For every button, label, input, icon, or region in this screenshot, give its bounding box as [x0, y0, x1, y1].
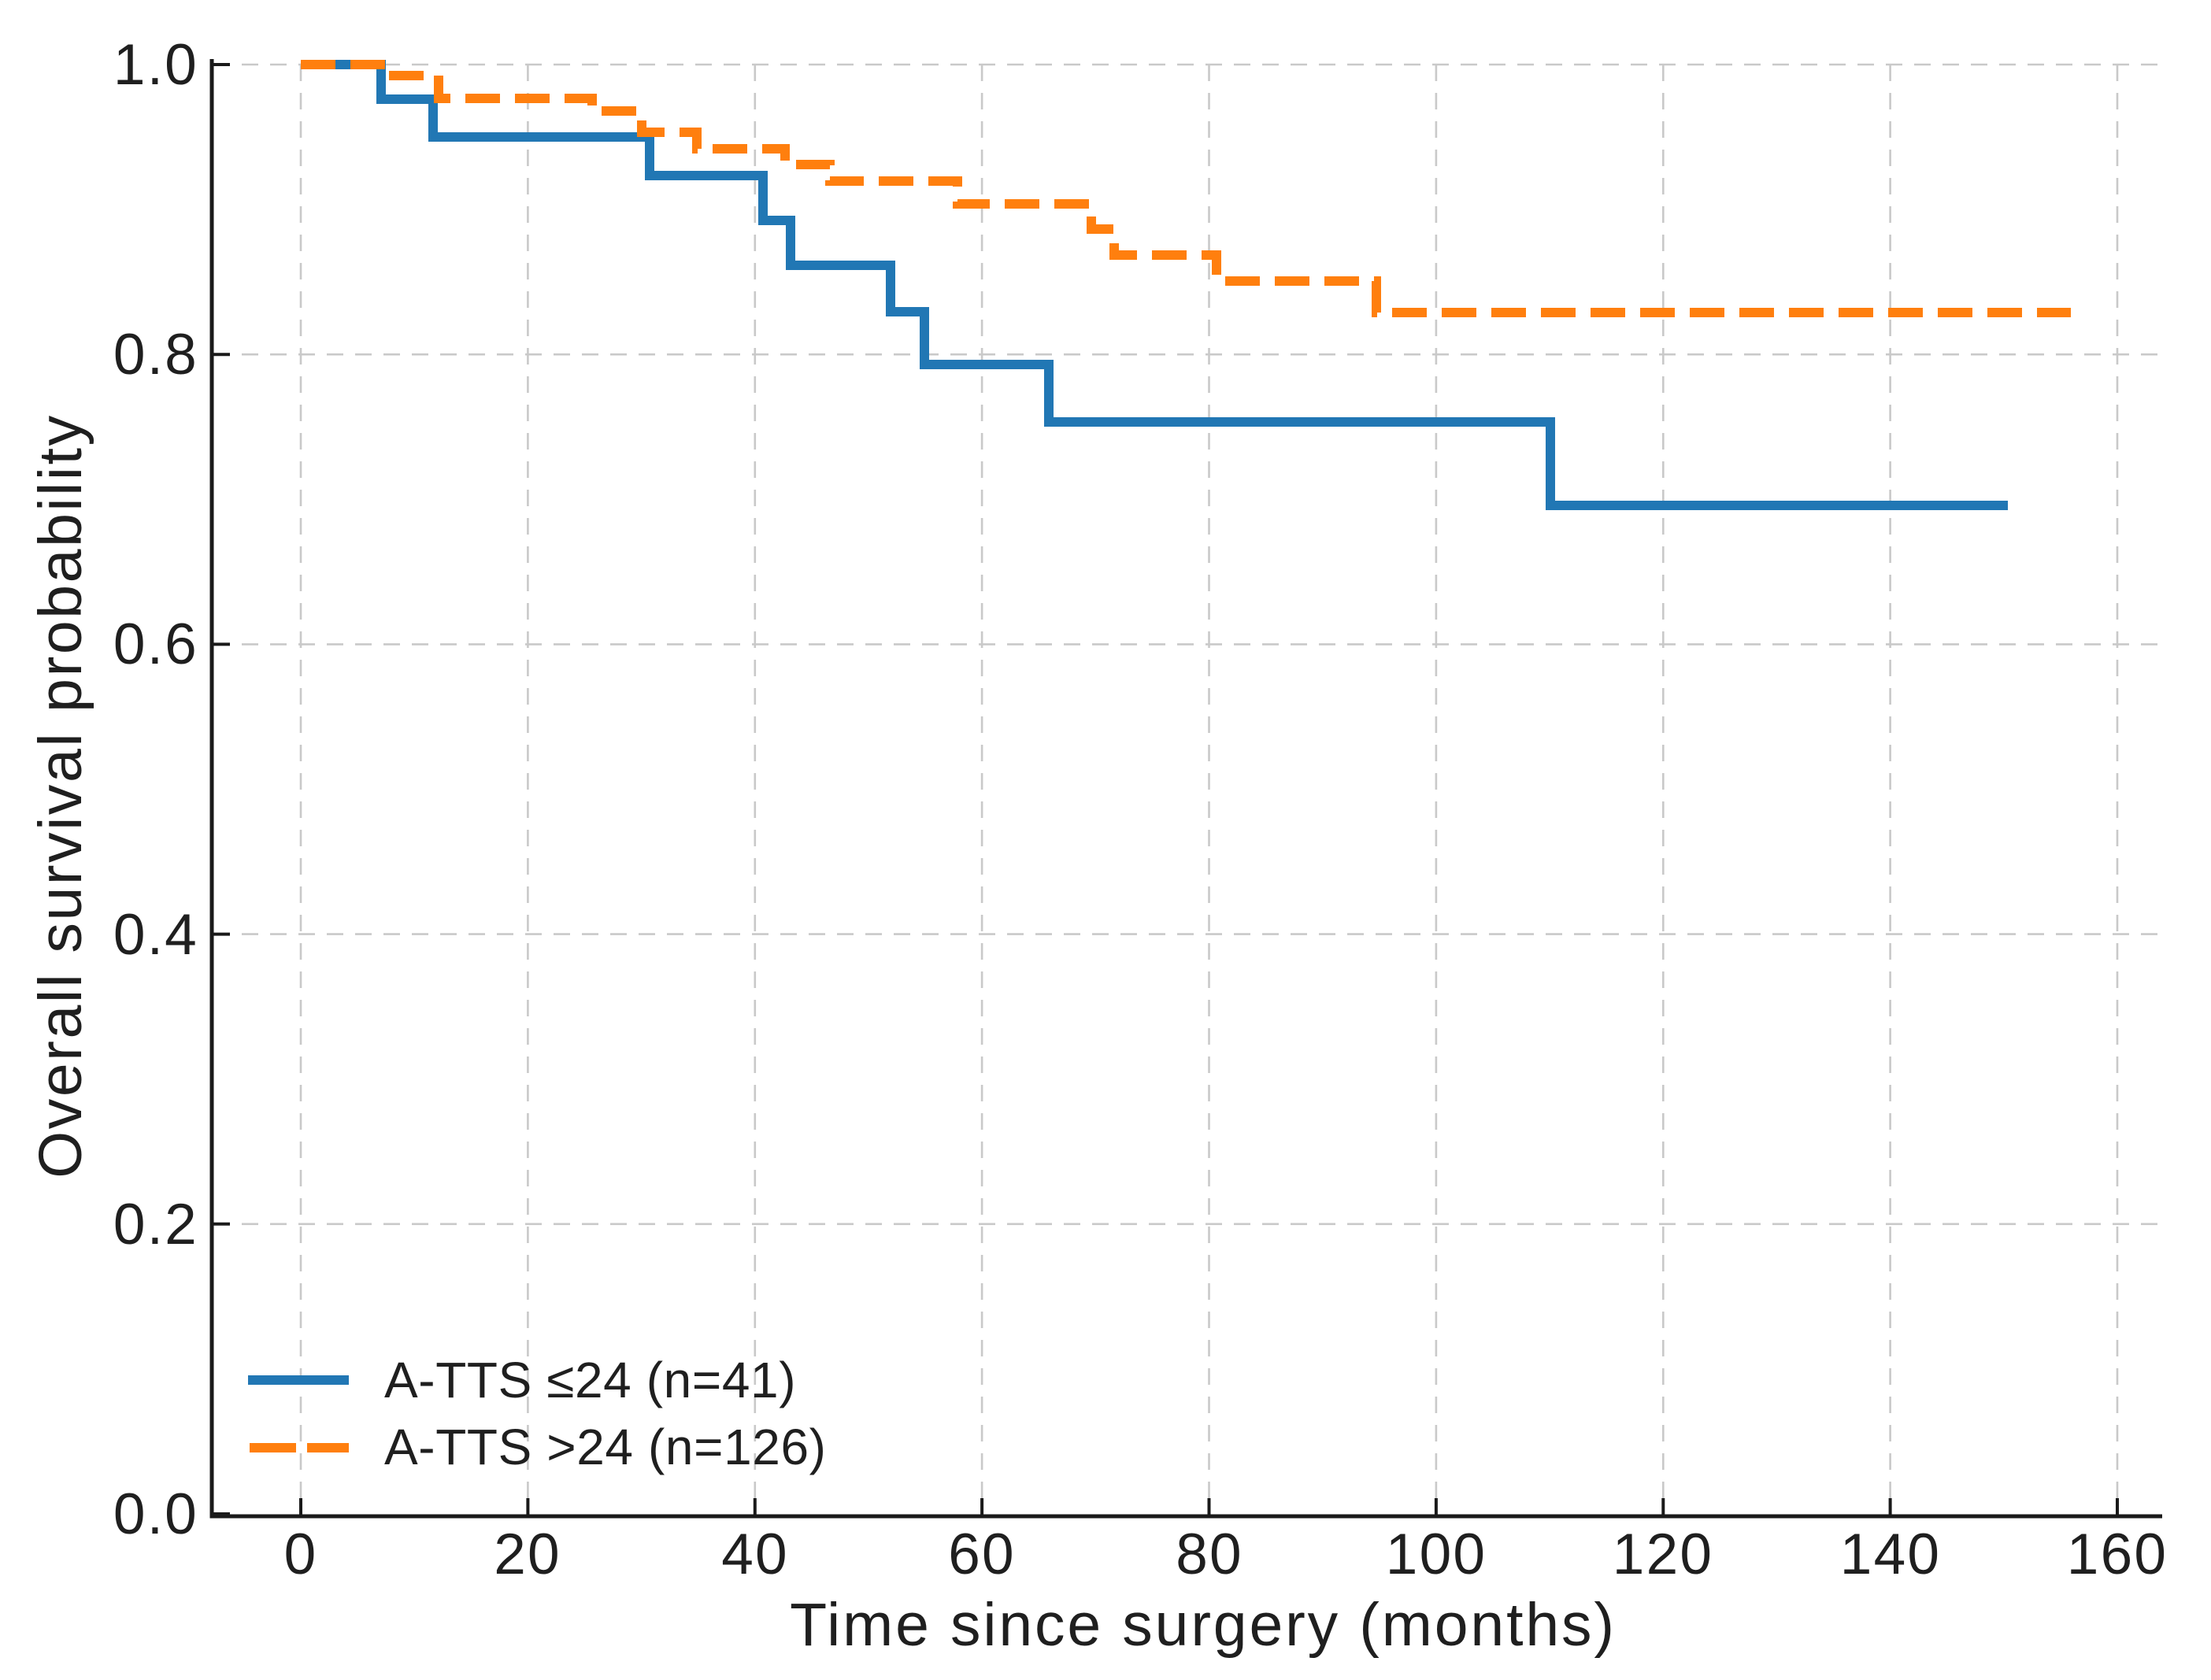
svg-text:0.4: 0.4: [113, 903, 198, 967]
svg-text:0.2: 0.2: [113, 1193, 198, 1256]
svg-text:20: 20: [494, 1523, 561, 1586]
svg-text:80: 80: [1176, 1523, 1243, 1586]
svg-text:1.0: 1.0: [113, 33, 198, 97]
svg-text:Time since surgery (months): Time since surgery (months): [790, 1591, 1617, 1659]
svg-text:A-TTS >24 (n=126): A-TTS >24 (n=126): [384, 1419, 827, 1475]
svg-text:A-TTS ≤24 (n=41): A-TTS ≤24 (n=41): [384, 1352, 796, 1408]
svg-text:140: 140: [1840, 1523, 1941, 1586]
svg-text:0.6: 0.6: [113, 612, 198, 676]
svg-text:0: 0: [284, 1523, 318, 1586]
svg-text:100: 100: [1386, 1523, 1487, 1586]
svg-text:60: 60: [948, 1523, 1016, 1586]
svg-text:40: 40: [721, 1523, 789, 1586]
svg-text:120: 120: [1613, 1523, 1713, 1586]
svg-text:Overall survival probability: Overall survival probability: [27, 413, 94, 1178]
svg-text:160: 160: [2067, 1523, 2168, 1586]
svg-text:0.0: 0.0: [113, 1482, 198, 1546]
svg-text:0.8: 0.8: [113, 323, 198, 387]
